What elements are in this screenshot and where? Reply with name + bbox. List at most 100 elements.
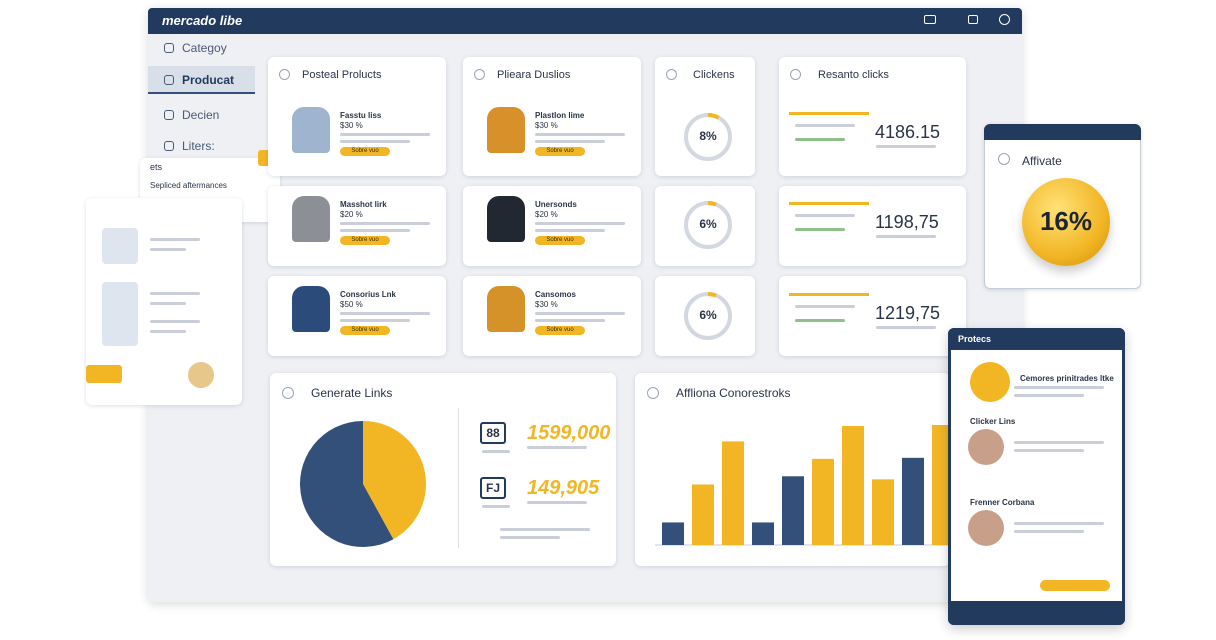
brand: mercado libe <box>162 13 243 28</box>
gauge-arc <box>684 292 732 340</box>
buy-button[interactable]: Sobre vuo <box>535 147 585 156</box>
result-value: 1198,75 <box>875 212 939 232</box>
line <box>150 330 186 333</box>
line <box>150 248 186 251</box>
stat-value: 1599,000 <box>527 422 611 444</box>
nav-item[interactable]: Liters: <box>182 139 215 153</box>
phone-item: Frenner Corbana <box>970 498 1035 507</box>
product-name: Fasstu liss <box>340 111 382 120</box>
line <box>795 138 845 141</box>
line <box>1014 394 1084 397</box>
product-name: Masshot lirk <box>340 200 387 209</box>
stat-icon: FJ <box>480 477 506 499</box>
product-image <box>487 107 525 153</box>
clicks-card <box>655 186 755 266</box>
line <box>1014 522 1104 525</box>
gauge-label: 6% <box>699 308 717 322</box>
clicks-card <box>655 276 755 356</box>
nav-item[interactable]: Producat <box>182 73 235 87</box>
nav-icon <box>164 75 174 85</box>
card-title: Plieara Duslios <box>497 69 571 81</box>
phone-item: Cemores prinitrades ltke <box>1020 374 1114 383</box>
buy-button[interactable]: Sobre vuo <box>535 326 585 335</box>
product-price: $30 % <box>535 121 558 130</box>
bar-line <box>789 202 869 205</box>
pie-slice <box>300 421 394 547</box>
result-value: 1219,75 <box>875 303 941 323</box>
nav-item[interactable]: Decien <box>182 108 220 122</box>
popup-header <box>984 124 1141 140</box>
product-name: Plastlon lime <box>535 111 585 120</box>
bar-line <box>789 112 869 115</box>
active-nav <box>148 66 255 94</box>
phone-button[interactable] <box>1040 580 1110 591</box>
card-icon <box>282 387 294 399</box>
bar-line <box>789 293 869 296</box>
card-icon <box>647 387 659 399</box>
badge <box>86 365 122 383</box>
line <box>527 446 587 449</box>
line <box>482 505 510 508</box>
buy-button[interactable]: Sobre vuo <box>340 236 390 245</box>
card-icon <box>279 69 290 80</box>
bar <box>812 458 834 545</box>
line <box>535 140 605 143</box>
buy-button[interactable]: Sobre vuo <box>340 326 390 335</box>
gauge: 6% <box>684 292 732 340</box>
nav-icon <box>164 141 174 151</box>
store-icon[interactable] <box>968 15 978 24</box>
line <box>150 292 200 295</box>
card-title: Resanto clicks <box>818 69 889 81</box>
pie-slice <box>363 421 427 540</box>
line <box>535 222 625 225</box>
top-bar <box>148 8 1022 34</box>
dropdown-item[interactable]: Sepliced aftermances <box>150 181 227 190</box>
line <box>1014 449 1084 452</box>
gauge-arc <box>684 201 732 249</box>
gauge: 6% <box>684 201 732 249</box>
avatar <box>968 510 1004 546</box>
bar-chart <box>655 425 954 546</box>
user-icon[interactable] <box>999 14 1010 25</box>
bar <box>842 426 864 545</box>
gauge-arc <box>684 113 732 161</box>
card-icon <box>666 69 677 80</box>
bar <box>872 479 894 545</box>
product-image <box>292 286 330 332</box>
results-card <box>779 57 966 176</box>
stat-value: 149,905 <box>527 477 600 499</box>
buy-button[interactable]: Sobre vuo <box>340 147 390 156</box>
line <box>876 326 936 329</box>
product-price: $30 % <box>535 300 558 309</box>
product-price: $30 % <box>340 121 363 130</box>
dropdown-item[interactable]: ets <box>150 162 163 172</box>
folder-icon[interactable] <box>924 15 936 24</box>
line <box>340 319 410 322</box>
phone-header <box>948 328 1125 350</box>
bar <box>722 441 744 545</box>
product-name: Cansomos <box>535 290 576 299</box>
gauge-label: 8% <box>699 129 717 143</box>
nav-item[interactable]: Categoy <box>182 41 227 55</box>
gauge-label: 6% <box>699 217 717 231</box>
affiliate-title: Affivate <box>1022 154 1062 168</box>
line <box>340 312 430 315</box>
product-name: Consorius Lnk <box>340 290 397 299</box>
product-image <box>487 196 525 242</box>
product-image <box>487 286 525 332</box>
buy-button[interactable]: Sobre vuo <box>535 236 585 245</box>
product-price: $20 % <box>535 210 558 219</box>
line <box>500 528 590 531</box>
card-title: Posteal Prolucts <box>302 69 382 81</box>
bar <box>692 484 714 545</box>
gauge: 8% <box>684 113 732 161</box>
phone-title: Protecs <box>958 334 992 344</box>
line <box>527 501 587 504</box>
line <box>1014 441 1104 444</box>
pie-chart <box>300 421 427 547</box>
phone-footer <box>948 601 1125 625</box>
results-card <box>779 276 966 356</box>
line <box>500 536 560 539</box>
avatar <box>970 362 1010 402</box>
line <box>482 450 510 453</box>
